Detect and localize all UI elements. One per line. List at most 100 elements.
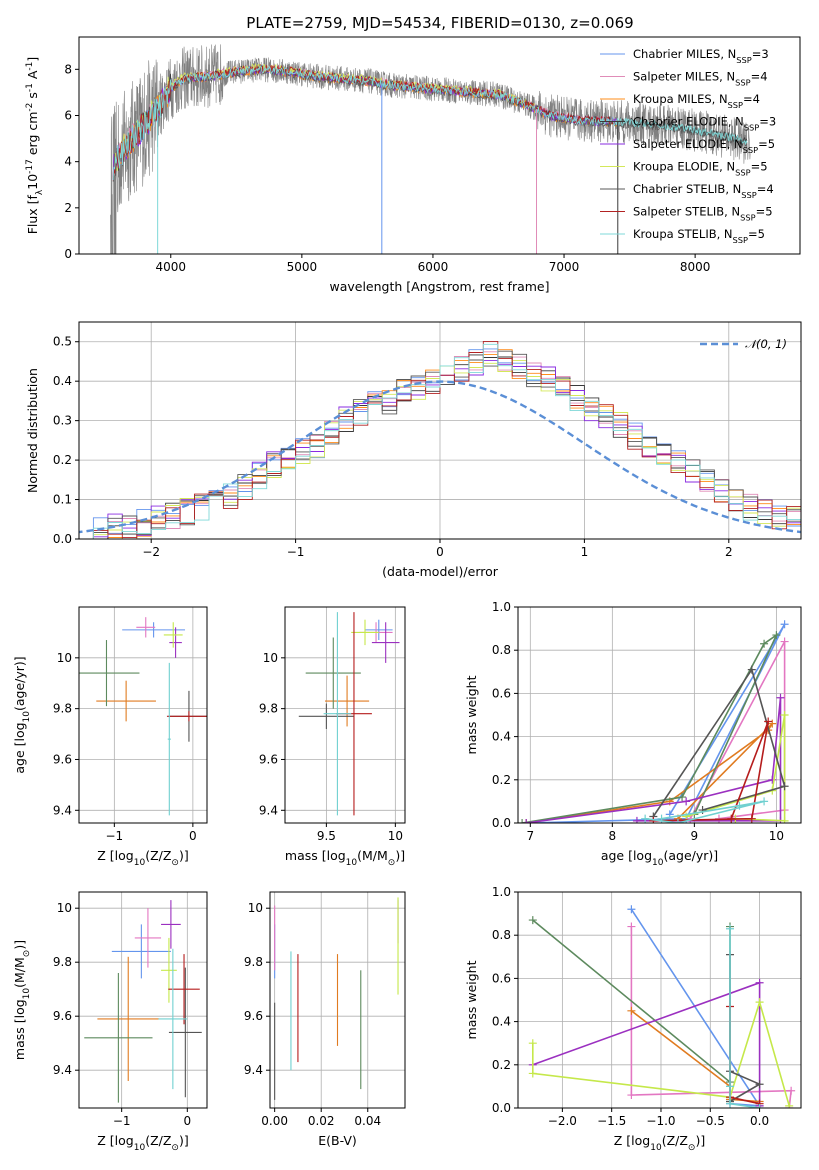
y-axis-label-part: A <box>25 70 40 83</box>
axes-frame: −2.0 −1.5 −1.0 −0.5 0.0 0.0 0.2 0.4 0.6 0.8 1.0 Z [… <box>464 885 802 1153</box>
x-tick-label: 8000 <box>680 260 711 274</box>
weight-marker <box>764 717 773 726</box>
legend-label: Chabrier MILES, N <box>633 47 736 61</box>
legend-entry: Salpeter ELODIE, NSSP=5 <box>633 137 775 155</box>
y-tick-label: 4 <box>64 155 72 169</box>
y-tick-label: 9.4 <box>244 1063 263 1077</box>
weight-marker <box>657 814 666 823</box>
plot-area <box>274 897 399 1100</box>
y-tick-label: 0 <box>64 247 72 261</box>
x-tick-label: 0.0 <box>750 1114 769 1128</box>
x-tick-label: 7 <box>526 829 534 843</box>
x-axis-label: mass [log10(M/M⊙)] <box>285 848 405 868</box>
x-axis-label-part: )] <box>695 1133 705 1148</box>
axes-border <box>517 606 802 824</box>
axes-border <box>517 891 802 1109</box>
y-tick-label: 9.6 <box>53 752 72 766</box>
weight-line-1 <box>526 623 786 823</box>
x-tick-label: 0 <box>183 1114 191 1128</box>
x-axis-label-part: (age/yr)] <box>663 848 718 863</box>
x-axis-label-part: (Z/Z <box>145 1133 171 1148</box>
legend-label: Kroupa ELODIE, N <box>633 160 735 174</box>
x-tick-label: 4000 <box>155 260 186 274</box>
y-axis-label-script: -17 <box>25 159 35 174</box>
y-tick-label: 0.6 <box>492 971 511 985</box>
weight-marker <box>780 816 789 823</box>
x-tick-label: 0.04 <box>354 1114 381 1128</box>
y-axis-label-part: erg cm <box>25 112 40 160</box>
weight-line-5 <box>526 697 782 823</box>
plot-area <box>79 617 207 816</box>
axes-spectrum: 4000 5000 6000 7000 8000 0 2 4 6 8 wavelength [Ang… <box>25 36 801 294</box>
weight-marker <box>768 719 777 728</box>
y-axis-label-script: ⊙ <box>22 950 32 958</box>
x-tick-label: 6000 <box>418 260 449 274</box>
y-axis-label-part: 10 <box>25 174 40 190</box>
y-tick-label: 0.4 <box>492 1015 511 1029</box>
x-axis-label-part: (data-model)/error <box>382 564 499 579</box>
weight-line-8 <box>653 721 769 822</box>
y-axis-label-part: (age/yr)] <box>12 656 27 711</box>
plot-area <box>110 44 751 254</box>
model-spectrum-7 <box>112 67 748 182</box>
y-axis-label-part: mass weight <box>464 960 479 1039</box>
x-axis-label-script: 10 <box>652 858 664 868</box>
x-tick-label: −2.0 <box>548 1114 577 1128</box>
weight-marker <box>632 816 641 823</box>
y-tick-label: 0.0 <box>492 816 511 830</box>
y-tick-label: 9.8 <box>244 955 263 969</box>
y-tick-label: 6 <box>64 108 72 122</box>
y-tick-label: 9.4 <box>53 803 72 817</box>
weight-marker <box>627 922 636 931</box>
figure-title: PLATE=2759, MJD=54534, FIBERID=0130, z=0… <box>246 14 633 32</box>
y-tick-label: 0.1 <box>53 493 72 507</box>
x-tick-label: −1.0 <box>646 1114 675 1128</box>
y-tick-label: 0.8 <box>492 928 511 942</box>
y-tick-label: 0.5 <box>53 335 72 349</box>
weight-marker <box>735 801 744 810</box>
x-tick-label: 10 <box>388 829 403 843</box>
legend-label-sub: SSP <box>743 145 758 155</box>
legend-label: Kroupa STELIB, N <box>633 227 733 241</box>
x-tick-label: 7000 <box>549 260 580 274</box>
legend-label-value: =4 <box>757 182 774 196</box>
y-tick-label: 0.3 <box>53 414 72 428</box>
weight-marker <box>755 1080 764 1089</box>
weight-marker <box>772 631 781 640</box>
x-tick-label: −0.5 <box>696 1114 725 1128</box>
x-axis-label-script: ⊙ <box>171 858 179 868</box>
axes-frame: 4000 5000 6000 7000 8000 0 2 4 6 8 wavelength [Ang… <box>25 36 801 294</box>
y-tick-label: 9.8 <box>259 702 278 716</box>
x-axis-label-part: wavelength [Angstrom, rest frame] <box>329 279 549 294</box>
weight-marker <box>755 978 764 987</box>
weight-marker <box>641 814 650 823</box>
x-tick-label: 10 <box>769 829 784 843</box>
legend-label-value: =4 <box>751 70 768 84</box>
x-tick-label: 2 <box>725 545 733 559</box>
x-axis-label-part: )] <box>395 848 405 863</box>
y-axis-label-part: age [log <box>12 722 27 773</box>
axes-frame: 0.00 0.02 0.04 9.4 9.6 9.8 10 E(B-V) <box>244 891 406 1148</box>
x-tick-label: −1 <box>113 1114 131 1128</box>
axes-mass-weight-vs-Z: −2.0 −1.5 −1.0 −0.5 0.0 0.0 0.2 0.4 0.6 0.8 1.0 Z [… <box>464 885 802 1153</box>
x-tick-label: 9.5 <box>317 829 336 843</box>
y-axis-label-part: )] <box>12 940 27 950</box>
x-axis-label-part: (Z/Z <box>662 1133 688 1148</box>
x-axis-label-part: mass [log <box>285 848 346 863</box>
y-tick-label: 0.2 <box>53 453 72 467</box>
x-axis-label-part: Z [log <box>614 1133 650 1148</box>
x-tick-label: −2 <box>142 545 160 559</box>
weight-marker <box>747 814 756 823</box>
x-axis-label: age [log10(age/yr)] <box>601 848 718 868</box>
normal-curve <box>79 380 801 534</box>
legend-entry: Kroupa ELODIE, NSSP=5 <box>633 160 768 178</box>
y-axis-label-part: (M/M <box>12 957 27 988</box>
y-axis-label-script: -2 <box>25 103 35 112</box>
y-axis-label: age [log10(age/yr)] <box>12 656 32 773</box>
y-tick-label: 0.2 <box>492 773 511 787</box>
y-axis-label-part: Flux [f <box>25 194 40 234</box>
legend-label-sub: SSP <box>735 168 750 178</box>
y-tick-label: 10 <box>57 651 72 665</box>
